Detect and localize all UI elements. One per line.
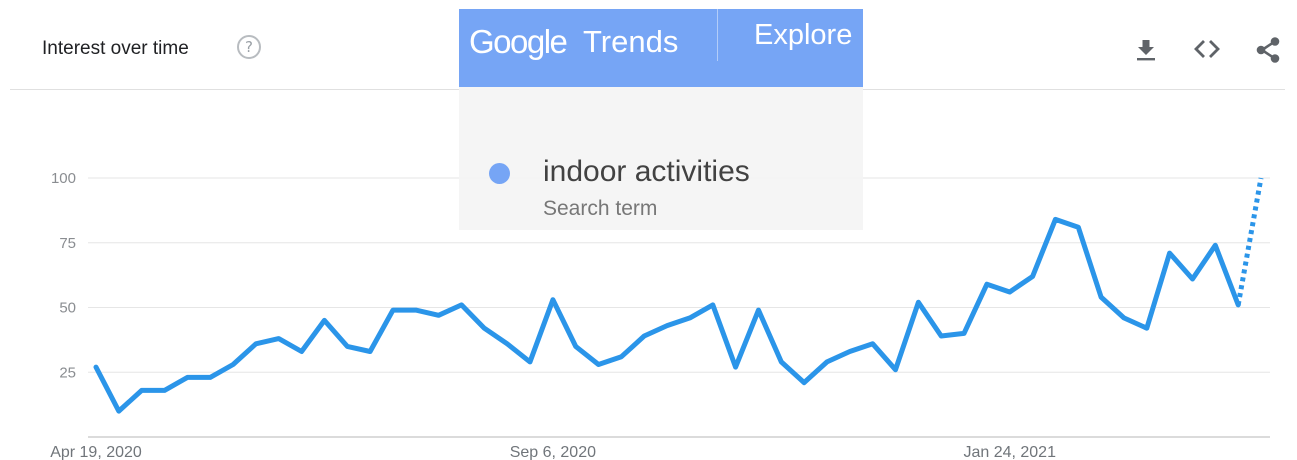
brand-separator [717,9,718,61]
y-tick-label-25: 25 [59,364,76,381]
search-term-name: indoor activities [543,155,750,188]
y-tick-label-100: 100 [51,170,76,187]
search-term-type: Search term [543,197,658,220]
y-tick-label-75: 75 [59,235,76,252]
series-line-partial-indoor-activities [1235,177,1264,306]
code-icon[interactable] [1192,34,1222,64]
trends-logo: Trends [583,24,679,59]
series-line-indoor-activities [93,216,1241,414]
google-logo: Google [469,23,568,60]
explore-link[interactable]: Explore [754,19,853,51]
google-trends-banner: Google Trends Explore [459,9,863,87]
download-icon[interactable] [1131,34,1161,64]
search-term-card: indoor activities Search term [459,87,863,230]
y-tick-label-50: 50 [59,300,76,317]
x-tick-label-2: Jan 24, 2021 [963,444,1056,460]
widget-title: Interest over time [42,38,189,59]
series-color-dot [489,163,510,184]
x-tick-label-1: Sep 6, 2020 [510,444,596,460]
question-circle-icon[interactable]: ? [237,35,261,59]
share-icon[interactable] [1253,34,1283,64]
x-tick-label-0: Apr 19, 2020 [50,444,142,460]
